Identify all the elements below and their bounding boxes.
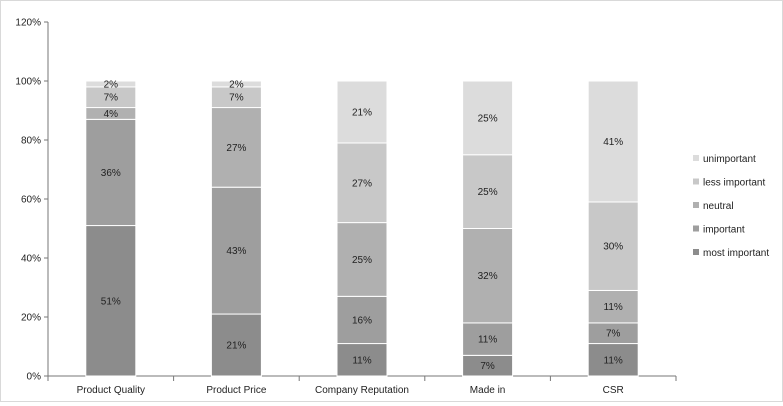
data-label: 27% [352,178,372,189]
data-label: 16% [352,315,372,326]
bar-segment [336,343,388,377]
y-tick-label: 0% [27,372,42,383]
legend-label: unimportant [703,154,756,165]
legend-swatch [693,178,699,185]
data-label: 11% [478,335,497,346]
legend-swatch [693,225,699,232]
bar-segment [336,295,388,345]
y-tick-label: 120% [15,18,41,29]
data-label: 11% [604,355,623,366]
bar-segment [587,80,639,203]
x-category-label: Product Quality [77,385,145,396]
legend-swatch [693,202,699,208]
data-label: 25% [352,255,372,266]
legend-label: less important [703,178,765,189]
bar-segment [462,80,514,156]
legend-label: most important [703,248,769,259]
bar-segment [462,154,514,229]
bar-segment [462,228,514,324]
bar-segment [210,107,262,188]
data-label: 11% [604,302,623,313]
legend-label: important [703,225,745,236]
bar-segment [336,142,388,224]
bar-segment [210,186,262,315]
legend-swatch [693,155,699,161]
y-tick-label: 100% [15,77,41,88]
bar-segment [587,289,639,324]
data-label: 2% [229,79,244,90]
x-category-label: Made in [470,385,506,396]
x-category-label: Product Price [206,385,266,396]
y-tick-label: 60% [21,195,41,206]
data-label: 7% [229,93,244,104]
data-label: 30% [603,242,623,253]
data-label: 4% [104,109,119,120]
data-label: 25% [478,113,498,124]
data-label: 43% [226,246,246,257]
y-tick-label: 40% [21,254,41,265]
legend-swatch [693,249,699,255]
bar-segment [210,80,262,88]
data-label: 7% [480,361,495,372]
data-label: 21% [226,341,246,352]
data-label: 2% [104,79,119,90]
data-label: 36% [101,168,121,179]
data-label: 25% [478,187,498,198]
data-label: 27% [226,143,246,154]
x-category-label: Company Reputation [315,385,409,396]
y-tick-label: 20% [21,313,41,324]
data-label: 41% [603,137,623,148]
data-label: 7% [606,329,621,340]
y-tick-label: 80% [21,136,41,147]
bar-segment [336,80,388,144]
bar-segment [210,313,262,377]
data-label: 21% [352,107,372,118]
data-label: 32% [478,271,498,282]
bar-segment [462,322,514,356]
data-label: 7% [104,93,119,104]
data-label: 51% [101,296,121,307]
x-category-label: CSR [603,385,624,396]
legend-label: neutral [703,201,734,212]
bar-segment [85,118,137,227]
data-label: 11% [352,355,371,366]
bar-segment [85,225,137,377]
bar-segment [587,201,639,291]
bar-segment [85,80,137,88]
